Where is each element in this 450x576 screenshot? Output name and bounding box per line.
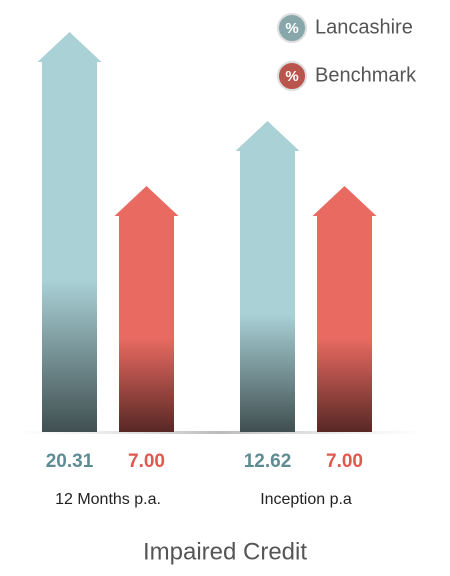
legend-label: Lancashire bbox=[315, 16, 413, 38]
arrow-bar bbox=[114, 186, 179, 432]
baseline bbox=[15, 431, 425, 434]
legend-label: Benchmark bbox=[315, 64, 417, 86]
x-tick-label: 12 Months p.a. bbox=[55, 491, 161, 508]
legend-marker-ring bbox=[277, 13, 307, 43]
legend-marker bbox=[278, 14, 306, 42]
value-label: 7.00 bbox=[326, 451, 363, 472]
value-label: 12.62 bbox=[244, 451, 292, 472]
value-label: 20.31 bbox=[46, 451, 94, 472]
value-label: 7.00 bbox=[128, 451, 165, 472]
arrow-bar bbox=[235, 120, 300, 432]
legend-marker-ring bbox=[277, 61, 307, 91]
legend-marker bbox=[278, 62, 306, 90]
arrow-bar bbox=[312, 186, 377, 432]
x-tick-label: Inception p.a bbox=[260, 491, 352, 508]
chart-title: Impaired Credit bbox=[143, 538, 307, 565]
legend-icon: % bbox=[285, 68, 298, 85]
arrow-bar bbox=[37, 32, 102, 432]
legend-icon: % bbox=[285, 20, 298, 37]
